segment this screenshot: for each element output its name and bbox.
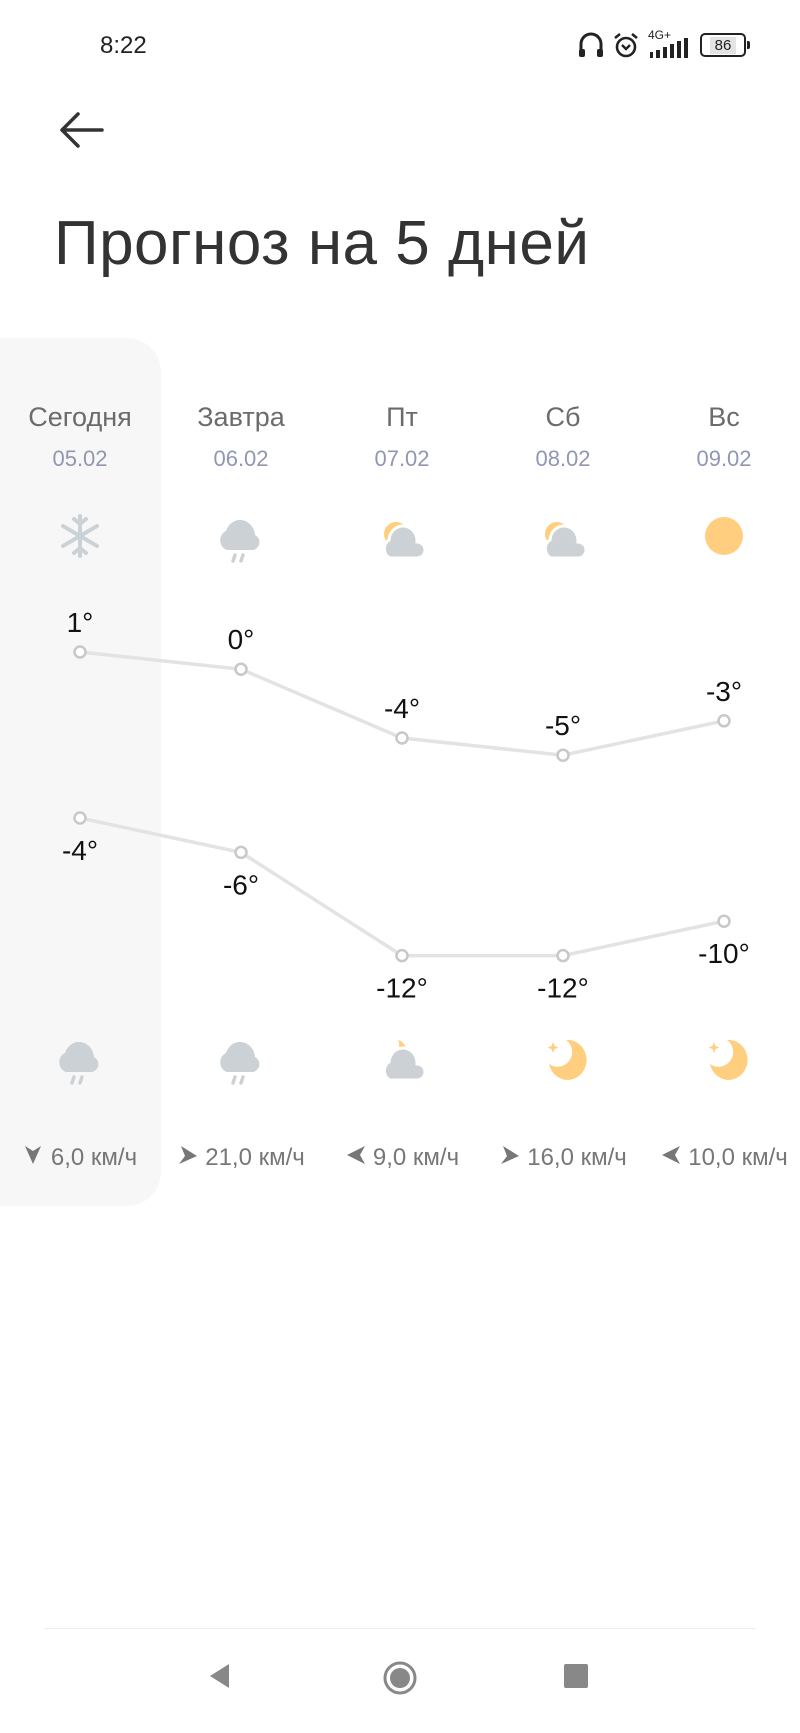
day-date: 09.02	[696, 446, 752, 471]
nav-divider	[44, 1628, 756, 1629]
wind-speed: 10,0 км/ч	[688, 1144, 788, 1171]
nav-home-icon[interactable]	[380, 1658, 420, 1698]
signal-icon: 4G+	[648, 28, 692, 60]
day-date: 05.02	[52, 446, 108, 471]
day-date: 07.02	[374, 446, 430, 471]
wind-direction-icon	[24, 1146, 41, 1164]
status-icons: 4G+ 86	[578, 28, 750, 60]
battery-icon: 86	[700, 33, 750, 57]
nav-recents-icon[interactable]	[563, 1663, 589, 1689]
battery-level: 86	[709, 36, 737, 54]
sun-icon	[705, 517, 743, 555]
day-name: Вс	[708, 402, 740, 432]
day-name: Пт	[386, 402, 418, 432]
sun-cloud-icon	[543, 522, 588, 560]
wind-speed: 9,0 км/ч	[372, 1144, 460, 1171]
network-type: 4G+	[648, 28, 672, 42]
arrow-left-icon	[60, 112, 104, 148]
night-cloud-rain-icon	[59, 1041, 99, 1085]
cloud-rain-icon	[220, 519, 260, 563]
day-column: Пт 07.02 9,0 км/ч	[322, 338, 483, 1206]
day-date: 06.02	[213, 446, 269, 471]
day-date: 08.02	[535, 446, 591, 471]
day-name: Завтра	[197, 402, 285, 432]
day-name: Сегодня	[28, 402, 132, 432]
wind: 16,0 км/ч	[463, 1144, 664, 1172]
back-button[interactable]	[56, 108, 106, 152]
day-column: Вс 09.02 10,0 км/ч	[644, 338, 800, 1206]
wind: 10,0 км/ч	[624, 1144, 800, 1172]
day-column: Завтра 06.02 21,0 км/ч	[161, 338, 322, 1206]
night-moon-cloud-icon	[382, 1040, 427, 1082]
wind-speed: 21,0 км/ч	[205, 1144, 305, 1171]
night-moon-icon	[547, 1039, 587, 1080]
wind-direction-icon	[179, 1146, 198, 1164]
night-cloud-rain-icon	[220, 1041, 260, 1085]
alarm-icon	[614, 32, 638, 58]
status-time: 8:22	[100, 32, 147, 59]
snowflake-icon	[61, 514, 99, 558]
sun-cloud-icon	[382, 522, 427, 560]
wind-speed: 16,0 км/ч	[527, 1144, 627, 1171]
day-column: Сегодня 05.02 6,0 км/ч	[0, 338, 161, 1206]
day-column: Сб 08.02 16,0 км/ч	[483, 338, 644, 1206]
wind: 6,0 км/ч	[0, 1144, 181, 1172]
wind-speed: 6,0 км/ч	[50, 1144, 138, 1171]
headphones-icon	[579, 32, 603, 57]
wind-direction-icon	[501, 1146, 520, 1164]
nav-back-icon[interactable]	[205, 1661, 235, 1691]
night-moon-icon	[708, 1039, 748, 1080]
wind: 21,0 км/ч	[141, 1144, 342, 1172]
day-name: Сб	[545, 402, 581, 432]
page-title: Прогноз на 5 дней	[54, 209, 590, 278]
wind-direction-icon	[662, 1146, 681, 1164]
wind: 9,0 км/ч	[302, 1144, 503, 1172]
wind-direction-icon	[346, 1146, 365, 1164]
